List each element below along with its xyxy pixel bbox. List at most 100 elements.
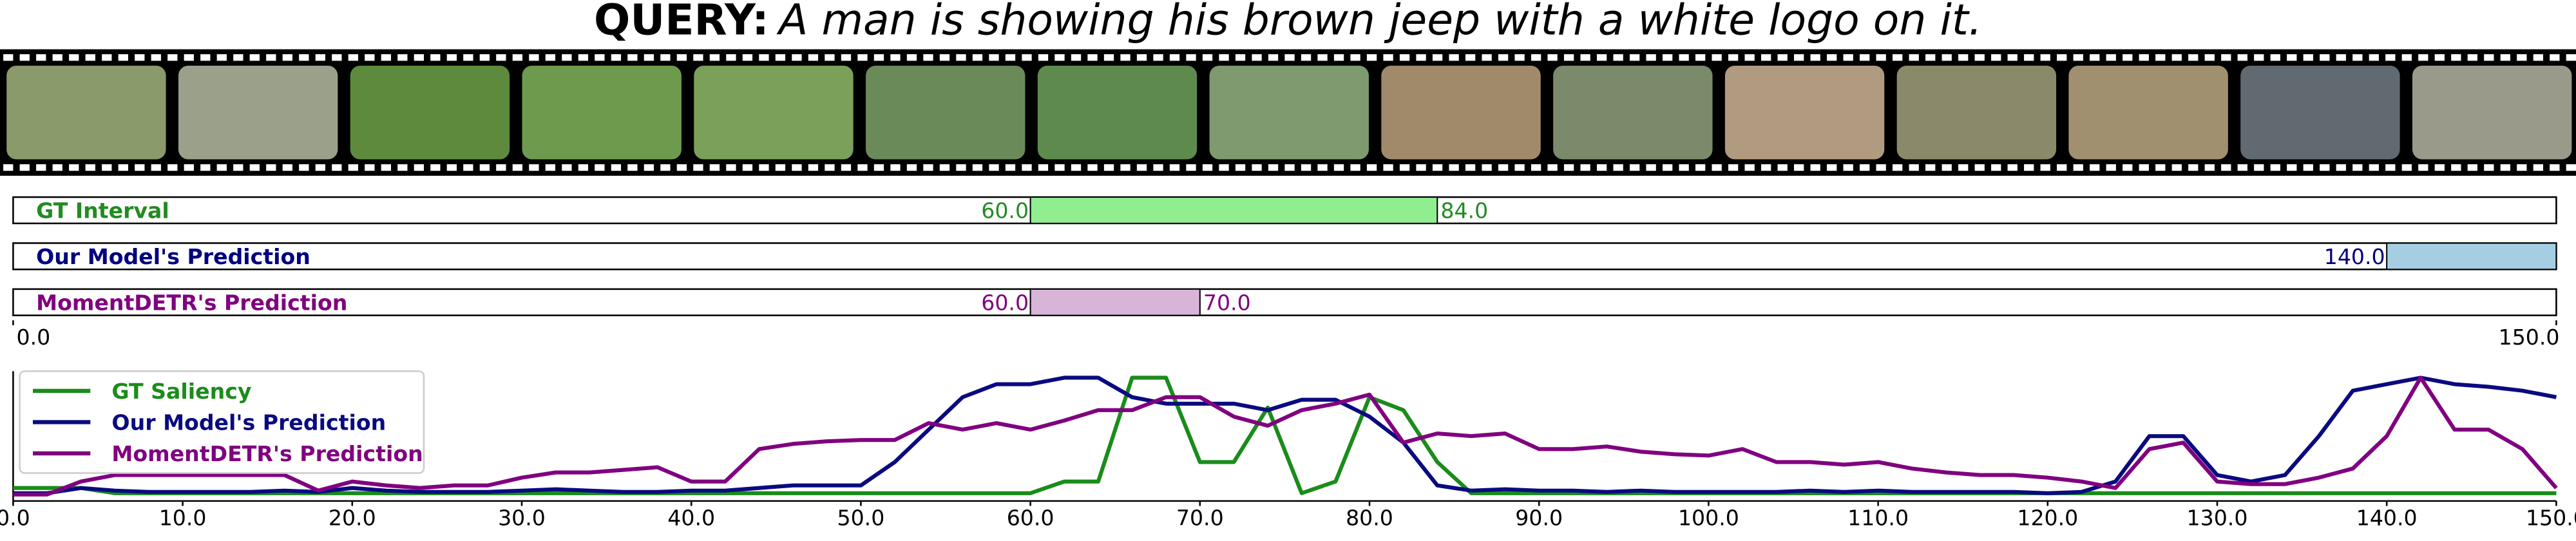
sprocket	[1071, 164, 1082, 171]
sprocket	[1893, 54, 1903, 61]
sprocket	[989, 54, 999, 61]
legend-label: Our Model's Prediction	[111, 410, 386, 435]
sprocket	[873, 54, 884, 61]
interval-name: GT Interval	[36, 198, 169, 223]
sprocket	[660, 54, 671, 61]
sprocket	[1514, 54, 1525, 61]
sprocket	[545, 54, 556, 61]
sprocket	[1399, 164, 1410, 171]
sprocket	[414, 164, 424, 171]
sprocket	[2237, 164, 2247, 171]
x-tick-label: 80.0	[1346, 505, 1393, 530]
sprocket	[249, 164, 260, 171]
sprocket	[2057, 164, 2067, 171]
sprocket	[365, 54, 375, 61]
sprocket	[2550, 54, 2560, 61]
sprocket	[1712, 54, 1722, 61]
x-tick-label: 90.0	[1515, 505, 1563, 530]
sprocket	[1366, 164, 1377, 171]
sprocket	[2434, 54, 2445, 61]
sprocket	[1136, 54, 1147, 61]
sprocket	[709, 164, 720, 171]
query-label: QUERY:	[594, 0, 769, 45]
sprocket	[1695, 164, 1706, 171]
x-tick-label: 60.0	[1007, 505, 1054, 530]
sprocket	[1005, 54, 1016, 61]
sprocket	[529, 54, 539, 61]
sprocket	[2385, 54, 2396, 61]
sprocket	[479, 54, 490, 61]
series-line	[13, 375, 2557, 495]
sprocket	[1860, 164, 1870, 171]
sprocket	[1547, 54, 1558, 61]
sprocket	[2254, 164, 2264, 171]
sprocket	[1646, 54, 1656, 61]
interval-track	[12, 288, 2557, 316]
sprocket	[2188, 164, 2199, 171]
sprocket	[2401, 54, 2412, 61]
sprocket	[3, 54, 14, 61]
film-frames	[3, 54, 2576, 171]
sprocket	[660, 164, 671, 171]
sprocket	[167, 164, 178, 171]
video-frame	[6, 66, 166, 160]
sprocket	[2517, 54, 2527, 61]
sprocket	[2517, 164, 2527, 171]
sprocket	[315, 54, 325, 61]
sprocket	[2237, 54, 2247, 61]
video-frame	[522, 66, 682, 160]
sprocket	[923, 164, 933, 171]
sprocket	[1087, 54, 1098, 61]
sprocket	[2385, 164, 2396, 171]
sprocket	[2171, 54, 2182, 61]
sprocket	[2254, 54, 2264, 61]
interval-bar	[2386, 242, 2557, 270]
sprocket	[2303, 54, 2313, 61]
sprocket	[2024, 54, 2034, 61]
sprocket	[2040, 54, 2050, 61]
sprocket	[2320, 54, 2330, 61]
sprocket	[102, 54, 112, 61]
sprocket	[1005, 164, 1016, 171]
video-frame	[694, 66, 854, 160]
sprocket	[1449, 54, 1459, 61]
sprocket	[1252, 164, 1262, 171]
sprocket	[1383, 164, 1393, 171]
sprocket	[1563, 54, 1574, 61]
video-frame	[1037, 66, 1197, 160]
sprocket	[709, 54, 720, 61]
sprocket	[216, 164, 227, 171]
sprocket	[611, 54, 622, 61]
sprocket	[1942, 164, 1952, 171]
sprocket	[2204, 54, 2215, 61]
sprocket	[1399, 54, 1410, 61]
sprocket	[2434, 164, 2445, 171]
sprocket	[792, 54, 802, 61]
sprocket	[512, 164, 523, 171]
sprocket	[775, 54, 786, 61]
sprocket	[1958, 164, 1969, 171]
sprocket	[2106, 54, 2116, 61]
sprocket	[69, 164, 79, 171]
sprocket	[2352, 164, 2363, 171]
sprocket	[1629, 164, 1640, 171]
sprocket	[2123, 54, 2133, 61]
sprocket	[627, 164, 638, 171]
sprocket	[1777, 164, 1788, 171]
sprocket	[1679, 164, 1689, 171]
interval-name: MomentDETR's Prediction	[36, 290, 347, 315]
sprocket	[2123, 164, 2133, 171]
sprocket	[2188, 54, 2199, 61]
sprocket	[1022, 54, 1032, 61]
sprocket	[2204, 164, 2215, 171]
video-frame	[1209, 66, 1369, 160]
sprocket	[430, 54, 441, 61]
sprocket	[2451, 164, 2461, 171]
sprocket	[1219, 164, 1229, 171]
sprocket	[2500, 54, 2510, 61]
sprocket	[627, 54, 638, 61]
sprocket	[19, 164, 30, 171]
sprocket	[906, 54, 917, 61]
sprocket	[1301, 54, 1312, 61]
sprocket	[1317, 164, 1328, 171]
